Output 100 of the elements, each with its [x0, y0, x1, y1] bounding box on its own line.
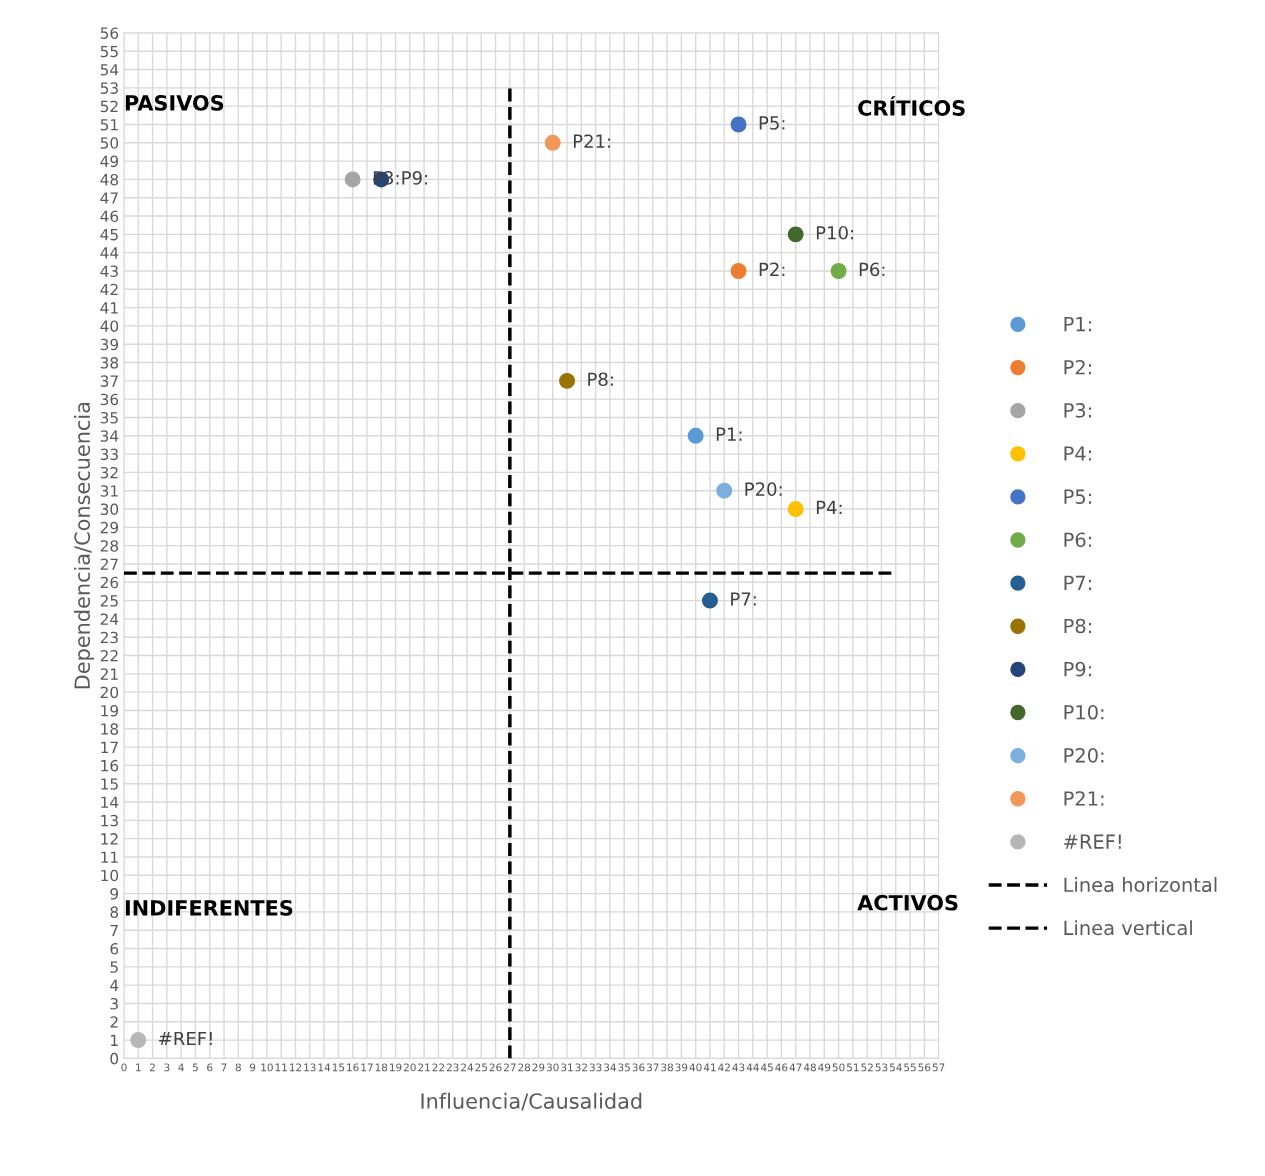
x-tick-label: 26 [489, 1063, 502, 1072]
y-tick-label: 44 [100, 247, 119, 259]
legend-label: Linea horizontal [1064, 877, 1217, 893]
x-tick-label: 35 [618, 1063, 630, 1072]
x-tick-label: 24 [461, 1063, 474, 1072]
y-tick-label: 30 [100, 503, 119, 516]
x-tick-label: 51 [847, 1063, 859, 1072]
x-tick-label: 23 [446, 1063, 459, 1072]
x-tick-label: 19 [390, 1063, 402, 1072]
y-tick-label: 41 [100, 302, 118, 314]
x-tick-label: 4 [178, 1063, 184, 1072]
x-tick-label: 18 [375, 1063, 388, 1072]
data-label: P7: [731, 592, 756, 606]
y-tick-label: 54 [100, 64, 119, 76]
y-tick-label: 49 [100, 155, 119, 168]
x-tick-label: 48 [803, 1063, 816, 1072]
y-tick-label: 25 [100, 595, 118, 607]
point [787, 226, 804, 243]
x-tick-label: 44 [746, 1063, 759, 1072]
y-tick-label: 14 [101, 796, 119, 808]
y-tick-label: 20 [100, 686, 119, 699]
y-tick-label: 15 [101, 778, 118, 790]
x-tick-label: 37 [646, 1063, 659, 1072]
y-tick-label: 2 [110, 1016, 118, 1028]
point [559, 372, 576, 389]
x-tick-label: 49 [818, 1063, 831, 1072]
x-tick-label: 36 [632, 1063, 645, 1072]
x-tick-label: 1 [136, 1063, 141, 1072]
y-tick-label: 8 [110, 906, 119, 918]
x-tick-label: 11 [275, 1063, 287, 1072]
legend-label: P5: [1064, 489, 1091, 504]
y-tick-label: 33 [100, 448, 118, 461]
legend-label: P8: [1064, 618, 1091, 634]
x-tick-label: 31 [561, 1063, 573, 1072]
y-tick-label: 48 [100, 173, 119, 186]
y-tick-label: 51 [100, 119, 118, 131]
x-tick-label: 50 [832, 1063, 845, 1072]
data-label: P1: [716, 427, 742, 441]
annotation: PASIVOS [125, 95, 224, 111]
x-tick-label: 0 [121, 1063, 127, 1072]
y-tick-label: 7 [110, 924, 118, 937]
y-tick-label: 31 [100, 485, 118, 497]
x-tick-label: 45 [761, 1063, 773, 1072]
y-tick-label: 17 [101, 741, 118, 753]
y-tick-label: 29 [100, 521, 119, 534]
y-tick-label: 32 [100, 466, 118, 479]
y-tick-label: 24 [100, 613, 119, 625]
y-tick-label: 3 [110, 997, 118, 1010]
y-tick-label: 53 [100, 82, 118, 94]
x-tick-label: 21 [418, 1063, 430, 1072]
x-tick-label: 13 [304, 1063, 316, 1072]
y-tick-label: 21 [100, 668, 118, 680]
data-label: P5: [759, 116, 785, 130]
x-tick-label: 25 [475, 1063, 487, 1072]
x-tick-label: 38 [661, 1063, 673, 1072]
x-tick-label: 54 [889, 1063, 902, 1072]
y-tick-label: 34 [100, 430, 119, 442]
x-tick-label: 28 [518, 1063, 531, 1072]
legend-label: Linea vertical [1064, 920, 1192, 936]
point [787, 501, 804, 518]
data-label: P8: [588, 372, 613, 387]
y-tick-label: 26 [100, 576, 119, 589]
legend-label: P9: [1064, 661, 1091, 677]
legend-label: P3: [1064, 403, 1091, 418]
x-tick-label: 12 [289, 1063, 302, 1072]
data-label: P20: [745, 482, 782, 496]
legend-label: P2: [1064, 359, 1091, 375]
x-tick-label: 22 [432, 1063, 444, 1072]
y-tick-label: 55 [100, 45, 118, 58]
x-tick-label: 16 [347, 1063, 359, 1072]
y-tick-label: 10 [101, 869, 119, 882]
x-tick-label: 56 [918, 1063, 931, 1072]
y-tick-label: 22 [100, 650, 118, 662]
legend-label: P20: [1064, 748, 1104, 763]
x-tick-label: 53 [875, 1063, 888, 1072]
data-label: P2: [759, 262, 785, 276]
y-tick-label: 45 [100, 229, 118, 241]
annotation: CRÍTICOS [858, 96, 965, 116]
y-tick-label: 52 [100, 100, 118, 113]
x-tick-label: 46 [775, 1063, 788, 1072]
y-tick-label: 6 [110, 942, 119, 955]
y-tick-label: 19 [101, 704, 119, 717]
y-tick-label: 11 [101, 851, 118, 863]
data-label: P10: [816, 225, 853, 240]
x-tick-label: 20 [403, 1063, 416, 1072]
x-tick-label: 8 [235, 1063, 241, 1072]
data-label: P6: [859, 262, 885, 277]
y-tick-label: 9 [110, 888, 119, 900]
legend-label: P10: [1064, 704, 1104, 720]
x-tick-label: 40 [689, 1063, 702, 1072]
y-tick-label: 13 [101, 814, 118, 827]
y-tick-label: 38 [100, 357, 119, 369]
y-tick-label: 37 [100, 375, 118, 387]
x-tick-label: 41 [703, 1063, 716, 1072]
point [730, 116, 747, 133]
x-tick-label: 47 [789, 1063, 802, 1072]
x-tick-label: 29 [532, 1063, 545, 1072]
point [730, 263, 747, 279]
point [701, 592, 718, 609]
y-tick-label: 36 [100, 393, 119, 406]
